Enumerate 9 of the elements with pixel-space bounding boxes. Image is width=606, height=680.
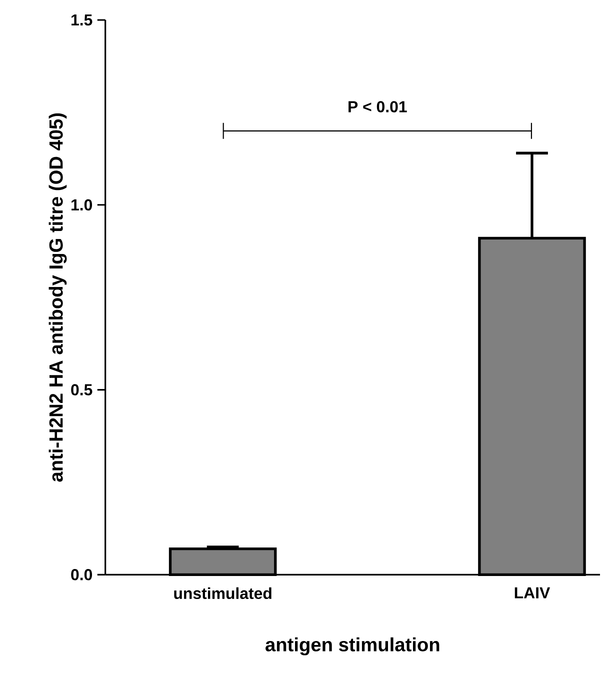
y-tick-label: 0.5 [71, 384, 92, 396]
x-tick-label: unstimulated [174, 587, 272, 600]
y-tick-label: 0.0 [71, 569, 92, 580]
x-tick-label: LAIV [514, 587, 550, 598]
x-axis-title: antigen stimulation [266, 637, 440, 656]
annotation: P < 0.01 [348, 101, 407, 112]
y-tick-label: 1.5 [72, 14, 92, 26]
y-tick-label: 1.0 [72, 199, 92, 211]
y-axis-title: anti-H2N2 HA antibody IgG titre (OD 405) [48, 113, 67, 482]
